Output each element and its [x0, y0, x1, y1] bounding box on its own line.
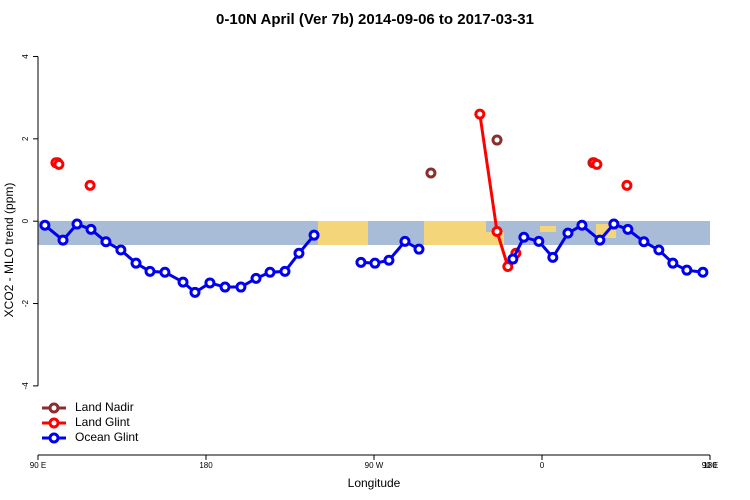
data-point: [491, 225, 503, 237]
data-point: [576, 219, 588, 231]
x-tick-label: 0: [540, 461, 545, 470]
data-point: [533, 235, 545, 247]
data-point: [474, 108, 486, 120]
x-axis-label: Longitude: [348, 476, 401, 490]
data-point: [383, 254, 395, 266]
y-tick-label: 4: [21, 54, 30, 59]
x-tick-label: 180: [199, 461, 213, 470]
data-point: [53, 158, 65, 170]
x-tick-label: 90 W: [365, 461, 384, 470]
data-point: [308, 229, 320, 241]
data-point: [518, 231, 530, 243]
data-point: [622, 223, 634, 235]
data-point: [681, 264, 693, 276]
data-point: [85, 223, 97, 235]
data-point: [547, 251, 559, 263]
legend-marker: [48, 402, 60, 414]
data-point: [279, 265, 291, 277]
data-point: [250, 272, 262, 284]
legend-label: Land Glint: [75, 415, 130, 429]
data-point: [399, 235, 411, 247]
legend-marker: [48, 432, 60, 444]
data-point: [39, 219, 51, 231]
data-point: [159, 266, 171, 278]
y-tick-label: -2: [21, 299, 30, 307]
data-point: [115, 244, 127, 256]
y-tick-label: -4: [21, 382, 30, 390]
data-point: [562, 227, 574, 239]
x-tick-label: 90 E: [702, 461, 718, 470]
data-point: [264, 266, 276, 278]
data-point: [369, 257, 381, 269]
chart-title: 0-10N April (Ver 7b) 2014-09-06 to 2017-…: [216, 11, 534, 28]
data-point: [177, 276, 189, 288]
x-tick-label: 90 E: [30, 461, 46, 470]
data-point: [507, 253, 519, 265]
data-point: [204, 277, 216, 289]
y-tick-label: 2: [21, 136, 30, 141]
x-tick-label: 180: [703, 461, 717, 470]
data-point: [130, 257, 142, 269]
data-point: [425, 167, 437, 179]
data-point: [57, 234, 69, 246]
data-point: [591, 158, 603, 170]
data-point: [608, 218, 620, 230]
data-point: [219, 281, 231, 293]
data-point: [355, 256, 367, 268]
data-point: [235, 281, 247, 293]
data-point: [638, 236, 650, 248]
data-point: [621, 179, 633, 191]
data-point: [293, 247, 305, 259]
y-axis-label: XCO2 - MLO trend (ppm): [2, 183, 16, 318]
data-point: [84, 179, 96, 191]
data-point: [594, 234, 606, 246]
data-point: [71, 218, 83, 230]
data-point: [667, 257, 679, 269]
data-point: [502, 260, 514, 272]
data-point: [413, 243, 425, 255]
data-point: [653, 244, 665, 256]
data-point: [491, 134, 503, 146]
data-point: [100, 236, 112, 248]
legend-marker: [48, 417, 60, 429]
legend-label: Ocean Glint: [75, 430, 139, 444]
y-tick-label: 0: [21, 218, 30, 223]
data-point: [189, 286, 201, 298]
data-point: [144, 265, 156, 277]
legend-label: Land Nadir: [75, 400, 134, 414]
data-point: [697, 266, 709, 278]
